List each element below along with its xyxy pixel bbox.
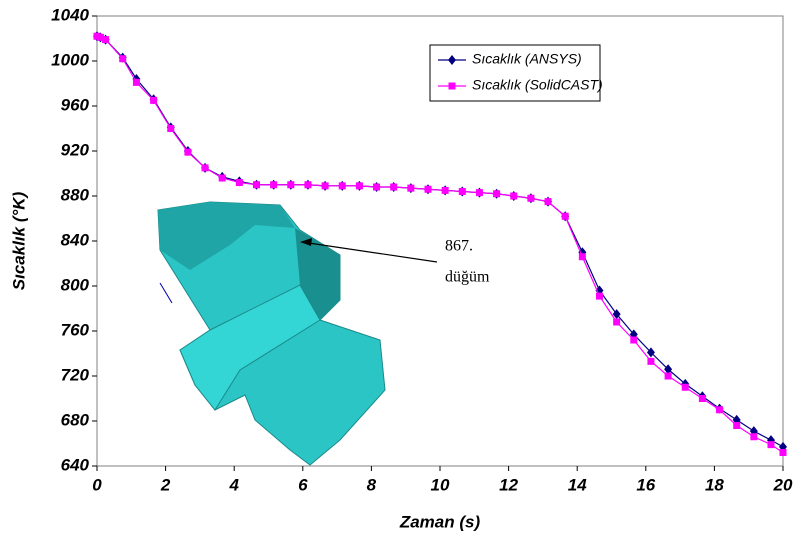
data-point: [270, 181, 277, 188]
data-point: [407, 185, 414, 192]
data-point: [767, 441, 774, 448]
y-tick-label: 760: [61, 320, 90, 339]
data-point: [579, 253, 586, 260]
data-point: [202, 164, 209, 171]
data-point: [733, 422, 740, 429]
data-point: [253, 181, 260, 188]
x-tick-label: 18: [705, 475, 724, 494]
x-tick-label: 10: [431, 475, 450, 494]
data-point: [665, 373, 672, 380]
data-point: [287, 181, 294, 188]
y-tick-label: 840: [61, 230, 90, 249]
data-point: [304, 181, 311, 188]
data-point: [322, 182, 329, 189]
y-axis-label: Sıcaklık (°K): [9, 191, 28, 290]
data-point: [716, 406, 723, 413]
data-point: [476, 189, 483, 196]
x-tick-label: 12: [499, 475, 518, 494]
data-point: [562, 213, 569, 220]
data-point: [647, 358, 654, 365]
y-tick-label: 720: [61, 365, 90, 384]
data-point: [119, 55, 126, 62]
data-point: [219, 175, 226, 182]
annotation: 867.: [445, 238, 473, 255]
x-tick-label: 14: [568, 475, 587, 494]
data-point: [630, 337, 637, 344]
data-point: [613, 319, 620, 326]
x-tick-label: 20: [773, 475, 793, 494]
data-point: [150, 97, 157, 104]
x-tick-label: 6: [298, 475, 308, 494]
y-tick-label: 640: [61, 455, 90, 474]
y-tick-label: 1000: [51, 50, 89, 69]
data-point: [493, 190, 500, 197]
data-point: [449, 83, 456, 90]
data-point: [167, 125, 174, 132]
data-point: [390, 184, 397, 191]
legend-label: Sıcaklık (ANSYS): [472, 51, 582, 67]
y-tick-label: 880: [61, 185, 90, 204]
chart: 640 680 720 760 800 840 880 920 960 1000 1040 0 2 4 6 8…: [0, 0, 798, 548]
data-point: [236, 179, 243, 186]
data-point: [339, 182, 346, 189]
data-point: [682, 384, 689, 391]
model-illustration: [158, 202, 385, 465]
data-point: [527, 195, 534, 202]
data-point: [750, 433, 757, 440]
data-point: [545, 198, 552, 205]
x-tick-label: 0: [92, 475, 102, 494]
x-tick-label: 16: [636, 475, 655, 494]
data-point: [133, 79, 140, 86]
data-point: [184, 149, 191, 156]
data-point: [510, 193, 517, 200]
legend-label: Sıcaklık (SolidCAST): [472, 77, 603, 93]
data-point: [596, 293, 603, 300]
data-point: [459, 188, 466, 195]
x-tick-label: 4: [228, 475, 239, 494]
y-tick-label: 1040: [51, 5, 89, 24]
data-point: [442, 187, 449, 194]
y-tick-label: 960: [61, 95, 90, 114]
data-point: [102, 36, 109, 43]
annotation: düğüm: [445, 269, 490, 286]
x-axis-label: Zaman (s): [399, 512, 481, 531]
y-tick-label: 800: [61, 275, 90, 294]
y-tick-label: 680: [61, 410, 90, 429]
data-point: [373, 184, 380, 191]
data-point: [424, 186, 431, 193]
data-point: [780, 449, 787, 456]
y-tick-label: 920: [61, 140, 90, 159]
data-point: [699, 395, 706, 402]
x-tick-label: 2: [160, 475, 171, 494]
x-tick-label: 8: [367, 475, 377, 494]
data-point: [356, 182, 363, 189]
